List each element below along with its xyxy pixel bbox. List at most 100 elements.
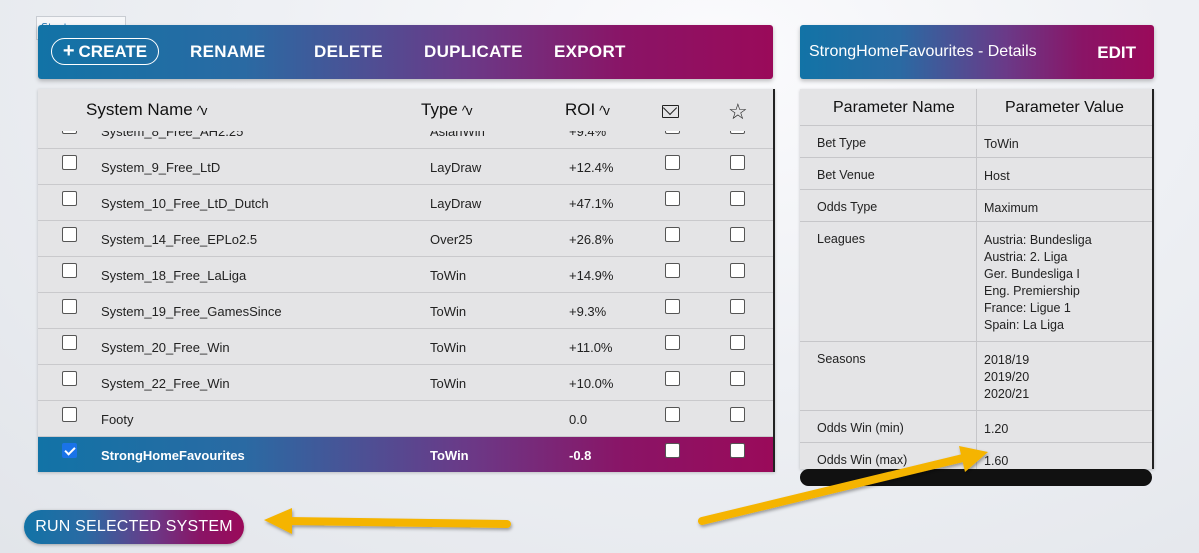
row-select-checkbox[interactable]	[62, 191, 77, 206]
parameter-value: Maximum	[984, 201, 1039, 215]
details-header: StrongHomeFavourites - Details EDIT	[800, 25, 1154, 79]
sort-arrows-icon: ^v	[599, 102, 610, 118]
roi-cell: +12.4%	[569, 160, 614, 175]
duplicate-button[interactable]: DUPLICATE	[424, 42, 523, 61]
sort-arrows-icon: ^v	[461, 102, 473, 118]
row-favourite-checkbox[interactable]	[730, 335, 745, 350]
column-divider	[976, 190, 977, 221]
system-name-cell: System_20_Free_Win	[101, 340, 230, 355]
systems-toolbar: + CREATE RENAME DELETE DUPLICATE EXPORT	[38, 25, 773, 79]
sort-type[interactable]: Type ^v	[421, 100, 473, 120]
row-select-checkbox[interactable]	[62, 443, 77, 458]
parameter-name: Odds Win (min)	[817, 421, 904, 435]
row-email-checkbox[interactable]	[665, 371, 680, 386]
roi-cell: +11.0%	[569, 340, 613, 355]
row-favourite-checkbox[interactable]	[730, 299, 745, 314]
row-select-checkbox[interactable]	[62, 407, 77, 422]
parameter-row: Leagues Austria: Bundesliga Austria: 2. L…	[800, 222, 1152, 342]
systems-table: System_8_Free_AH2.25 AsianWin +9.4% System_…	[38, 89, 775, 472]
parameter-name-header: Parameter Name	[833, 99, 955, 116]
row-favourite-checkbox[interactable]	[730, 263, 745, 278]
system-name-cell: System_10_Free_LtD_Dutch	[101, 196, 269, 211]
system-name-cell: Footy	[101, 412, 134, 427]
row-favourite-checkbox[interactable]	[730, 227, 745, 242]
table-row[interactable]: System_22_Free_Win ToWin +10.0%	[38, 365, 773, 401]
type-cell: ToWin	[430, 304, 467, 319]
delete-button[interactable]: DELETE	[314, 42, 383, 61]
parameter-value: ToWin	[984, 137, 1019, 151]
create-button[interactable]: + CREATE	[51, 38, 159, 65]
rename-button[interactable]: RENAME	[190, 42, 266, 61]
create-label: CREATE	[78, 41, 148, 61]
row-select-checkbox[interactable]	[62, 227, 77, 242]
type-cell: ToWin	[430, 268, 467, 283]
details-table-header: Parameter Name Parameter Value	[800, 89, 1152, 126]
systems-table-body: System_8_Free_AH2.25 AsianWin +9.4% System_…	[38, 113, 773, 472]
row-favourite-checkbox[interactable]	[730, 155, 745, 170]
roi-cell: +26.8%	[569, 232, 614, 247]
parameter-row: Odds Type Maximum	[800, 190, 1152, 222]
systems-table-header: System Name ^v Type ^v ROI ^v ☆	[38, 89, 773, 131]
table-row[interactable]: System_18_Free_LaLiga ToWin +14.9%	[38, 257, 773, 293]
parameter-name: Odds Win (max)	[817, 453, 908, 467]
system-name-header: System Name	[86, 100, 193, 119]
row-email-checkbox[interactable]	[665, 443, 680, 458]
table-row[interactable]: Footy 0.0	[38, 401, 773, 437]
roi-cell: +10.0%	[569, 376, 614, 391]
system-name-cell: System_18_Free_LaLiga	[101, 268, 247, 283]
roi-header: ROI	[565, 100, 596, 119]
row-select-checkbox[interactable]	[62, 371, 77, 386]
row-email-checkbox[interactable]	[665, 227, 680, 242]
parameter-value: Host	[984, 169, 1010, 183]
system-name-cell: System_9_Free_LtD	[101, 160, 221, 175]
column-divider	[976, 222, 977, 341]
row-favourite-checkbox[interactable]	[730, 443, 745, 458]
table-row[interactable]: System_14_Free_EPLo2.5 Over25 +26.8%	[38, 221, 773, 257]
star-icon: ☆	[728, 99, 748, 124]
parameter-row: Seasons 2018/19 2019/20 2020/21	[800, 342, 1152, 411]
column-divider	[976, 158, 977, 189]
horizontal-scrollbar[interactable]	[800, 469, 1152, 486]
table-row[interactable]: System_19_Free_GamesSince ToWin +9.3%	[38, 293, 773, 329]
sort-system-name[interactable]: System Name ^v	[86, 100, 207, 120]
parameter-row: Bet Venue Host	[800, 158, 1152, 190]
roi-cell: +14.9%	[569, 268, 614, 283]
column-divider	[976, 126, 977, 157]
type-cell: ToWin	[430, 376, 467, 391]
row-select-checkbox[interactable]	[62, 335, 77, 350]
type-cell: LayDraw	[430, 196, 482, 211]
table-row[interactable]: StrongHomeFavourites ToWin -0.8	[38, 437, 773, 472]
row-email-checkbox[interactable]	[665, 155, 680, 170]
run-selected-system-button[interactable]: RUN SELECTED SYSTEM	[24, 510, 244, 544]
system-name-cell: System_14_Free_EPLo2.5	[101, 232, 258, 247]
row-email-checkbox[interactable]	[665, 335, 680, 350]
details-table: Parameter Name Parameter Value Bet Type T…	[800, 89, 1154, 475]
row-select-checkbox[interactable]	[62, 263, 77, 278]
row-favourite-checkbox[interactable]	[730, 371, 745, 386]
roi-cell: +47.1%	[569, 196, 614, 211]
row-favourite-checkbox[interactable]	[730, 191, 745, 206]
table-row[interactable]: System_10_Free_LtD_Dutch LayDraw +47.1%	[38, 185, 773, 221]
mail-icon	[662, 105, 679, 118]
row-select-checkbox[interactable]	[62, 299, 77, 314]
parameter-row: Odds Win (min) 1.20	[800, 411, 1152, 443]
parameter-value: 1.60	[984, 454, 1009, 468]
row-favourite-checkbox[interactable]	[730, 407, 745, 422]
table-row[interactable]: System_20_Free_Win ToWin +11.0%	[38, 329, 773, 365]
type-cell: LayDraw	[430, 160, 482, 175]
parameter-value-header: Parameter Value	[1005, 99, 1124, 116]
edit-button[interactable]: EDIT	[1097, 43, 1136, 62]
parameter-name: Leagues	[817, 232, 865, 246]
table-row[interactable]: System_9_Free_LtD LayDraw +12.4%	[38, 149, 773, 185]
export-button[interactable]: EXPORT	[554, 42, 626, 61]
row-email-checkbox[interactable]	[665, 299, 680, 314]
type-header: Type	[421, 100, 458, 119]
arrow-to-run-button	[264, 508, 511, 534]
system-name-cell: System_19_Free_GamesSince	[101, 304, 282, 319]
column-divider	[976, 342, 977, 410]
row-email-checkbox[interactable]	[665, 191, 680, 206]
row-email-checkbox[interactable]	[665, 407, 680, 422]
row-email-checkbox[interactable]	[665, 263, 680, 278]
sort-roi[interactable]: ROI ^v	[565, 100, 610, 120]
row-select-checkbox[interactable]	[62, 155, 77, 170]
